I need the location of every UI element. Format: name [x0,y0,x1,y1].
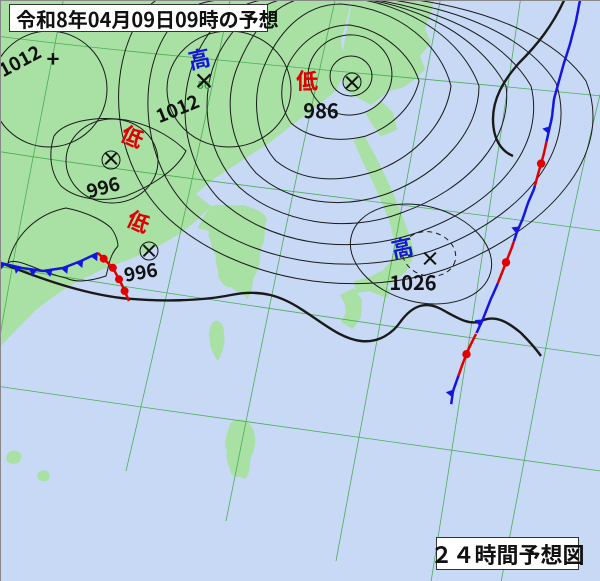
svg-text:×: × [193,64,215,96]
svg-text:1026: 1026 [389,267,436,296]
svg-text:×: × [342,67,362,96]
svg-text:996: 996 [122,255,160,287]
svg-text:低: 低 [296,64,318,96]
svg-text:×: × [101,143,121,172]
svg-text:+: + [47,42,60,74]
svg-text:986: 986 [303,95,338,124]
